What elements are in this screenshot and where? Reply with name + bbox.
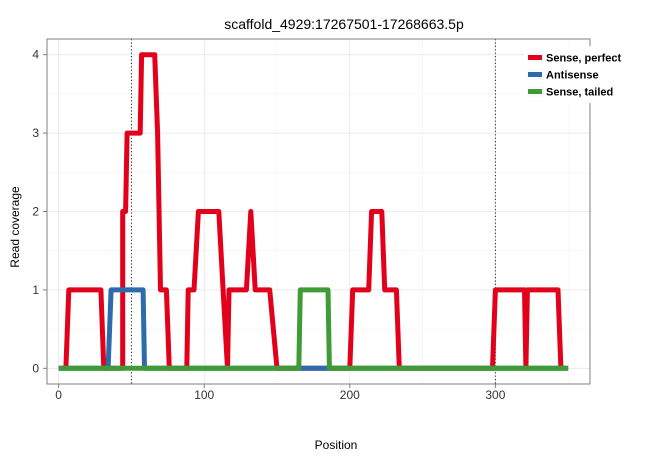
y-tick-label: 1 (32, 283, 39, 297)
chart-title: scaffold_4929:17267501-17268663.5p (224, 16, 464, 32)
x-axis-label: Position (315, 438, 358, 452)
y-axis-ticks: 0 1 2 3 4 (32, 48, 47, 375)
x-tick-label: 0 (55, 388, 62, 402)
y-axis-label: Read coverage (8, 186, 22, 268)
y-tick-label: 0 (32, 361, 39, 375)
legend-entry-label: Antisense (546, 70, 599, 82)
y-tick-label: 2 (32, 205, 39, 219)
legend-entry-label: Sense, perfect (546, 53, 622, 65)
legend: Sense, perfect Antisense Sense, tailed (524, 46, 628, 103)
x-tick-label: 300 (485, 388, 505, 402)
y-tick-label: 4 (32, 48, 39, 62)
x-tick-label: 100 (194, 388, 214, 402)
series-line (63, 52, 564, 371)
legend-entry-label: Sense, tailed (546, 87, 613, 99)
series-line (58, 287, 569, 371)
x-tick-label: 200 (340, 388, 360, 402)
y-tick-label: 3 (32, 126, 39, 140)
x-axis-ticks: 0 100 200 300 (55, 384, 506, 402)
series-group (58, 52, 569, 371)
